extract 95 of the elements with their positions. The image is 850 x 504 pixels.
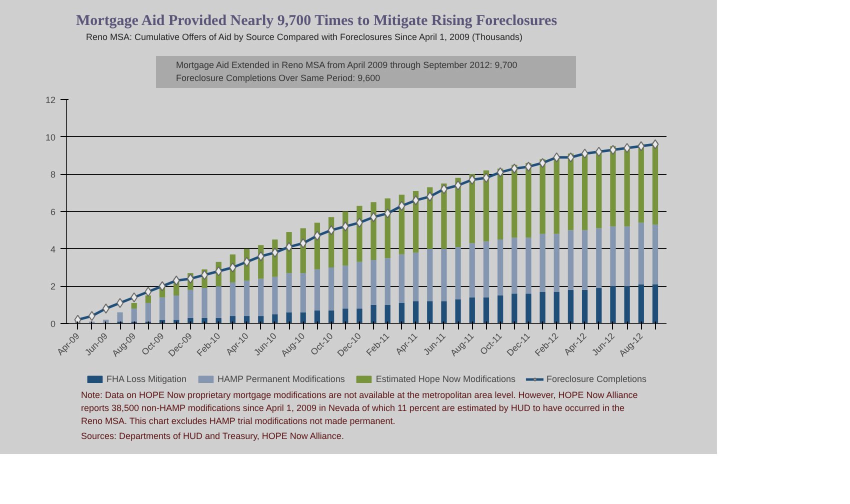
bar xyxy=(159,297,166,320)
text: Note: Data on HOPE Now proprietary mortgage modifications are not available at the metropolitan area level. However, HOPE Now Alliance reports 38,500 non-HAMP modifications since April 1, 2009 in Nevada of which 11 percent are estimated by HUD to have occurred in the Reno MSA. This chart excludes HAMP trial modifications not made permanent. xyxy=(81,388,639,428)
y-tick-label: 10 xyxy=(45,132,56,142)
legend-label: HAMP Permanent Modifications xyxy=(218,374,345,384)
y-tick-label: 0 xyxy=(50,318,56,329)
bar xyxy=(540,292,546,324)
legend-label: Estimated Hope Now Modifications xyxy=(376,374,516,384)
bar xyxy=(624,286,630,324)
bar xyxy=(230,282,236,316)
bar xyxy=(272,276,278,314)
bar xyxy=(342,266,348,309)
bar xyxy=(469,243,475,298)
bar xyxy=(582,230,588,290)
bar xyxy=(174,295,180,320)
bar xyxy=(412,301,419,324)
bar xyxy=(568,230,574,290)
bar xyxy=(512,294,518,324)
bar xyxy=(596,228,602,288)
bar xyxy=(638,284,644,324)
bar xyxy=(145,302,152,322)
text: Mortgage Aid Extended in Reno MSA from April 2009 through September 2012: 9,700 xyxy=(176,60,518,70)
bar xyxy=(286,312,292,324)
chart-subtitle: Reno MSA: Cumulative Offers of Aid by Source Compared with Foreclosures Since April 1, 2009 (Thousands) xyxy=(86,31,523,44)
bar xyxy=(554,157,560,234)
bar xyxy=(356,308,362,324)
bar xyxy=(526,162,532,238)
text: Foreclosure Completions Over Same Period: 9,600 xyxy=(176,73,380,84)
bar xyxy=(497,239,504,296)
bar xyxy=(188,318,194,324)
bar xyxy=(455,178,461,247)
bar xyxy=(328,267,334,310)
bar xyxy=(540,159,546,234)
bar xyxy=(652,284,658,324)
bar xyxy=(370,304,376,324)
bar xyxy=(441,301,447,324)
bar xyxy=(596,150,602,228)
bar xyxy=(512,238,518,294)
bar xyxy=(610,286,616,324)
bar xyxy=(342,308,348,324)
bar xyxy=(117,312,123,322)
y-tick-label: 2 xyxy=(50,282,56,292)
bar xyxy=(427,248,433,302)
bar xyxy=(652,224,658,284)
bar xyxy=(356,262,362,309)
legend-label: Foreclosure Completions xyxy=(546,374,647,384)
bar xyxy=(427,301,433,324)
source-note: Sources: Departments of HUD and Treasury, HOPE Now Alliance. xyxy=(81,430,344,444)
bar xyxy=(384,258,390,305)
bar xyxy=(412,252,419,302)
bar xyxy=(202,288,208,318)
bar xyxy=(596,288,602,324)
bar xyxy=(526,238,532,294)
bar xyxy=(455,299,461,324)
bar xyxy=(244,280,250,316)
legend-label: FHA Loss Mitigation xyxy=(106,374,187,384)
bar xyxy=(258,278,264,316)
y-tick-label: 12 xyxy=(45,94,56,105)
bar xyxy=(483,297,490,324)
bar xyxy=(624,148,630,226)
y-tick-label: 6 xyxy=(50,206,56,217)
bar xyxy=(554,234,560,292)
bar xyxy=(540,234,546,292)
bar xyxy=(441,248,447,302)
bar xyxy=(328,310,334,324)
bar xyxy=(441,183,447,249)
bar xyxy=(272,314,278,324)
y-tick-label: 4 xyxy=(50,244,56,254)
y-tick-label: 8 xyxy=(50,170,56,180)
bar xyxy=(497,295,504,324)
bar xyxy=(624,226,630,286)
bar xyxy=(582,290,588,324)
bar xyxy=(610,146,616,226)
bar xyxy=(145,295,152,303)
bar xyxy=(568,290,574,324)
bar xyxy=(188,290,194,318)
bar xyxy=(314,310,320,324)
bar xyxy=(526,294,532,324)
bar xyxy=(455,246,461,300)
bar xyxy=(469,297,475,324)
bar xyxy=(398,302,405,324)
bar xyxy=(638,222,644,284)
bar xyxy=(610,226,616,286)
bar xyxy=(314,269,320,310)
bar xyxy=(398,254,405,303)
bar xyxy=(370,260,376,305)
bar xyxy=(286,273,292,312)
bar xyxy=(216,286,222,318)
bar xyxy=(554,292,560,324)
bar xyxy=(384,304,390,324)
bar xyxy=(131,308,137,322)
bar xyxy=(202,318,208,324)
bar xyxy=(300,273,306,312)
bar xyxy=(483,241,490,298)
bar xyxy=(131,302,137,309)
chart-title: Mortgage Aid Provided Nearly 9,700 Times to Mitigate Rising Foreclosures xyxy=(76,12,558,31)
